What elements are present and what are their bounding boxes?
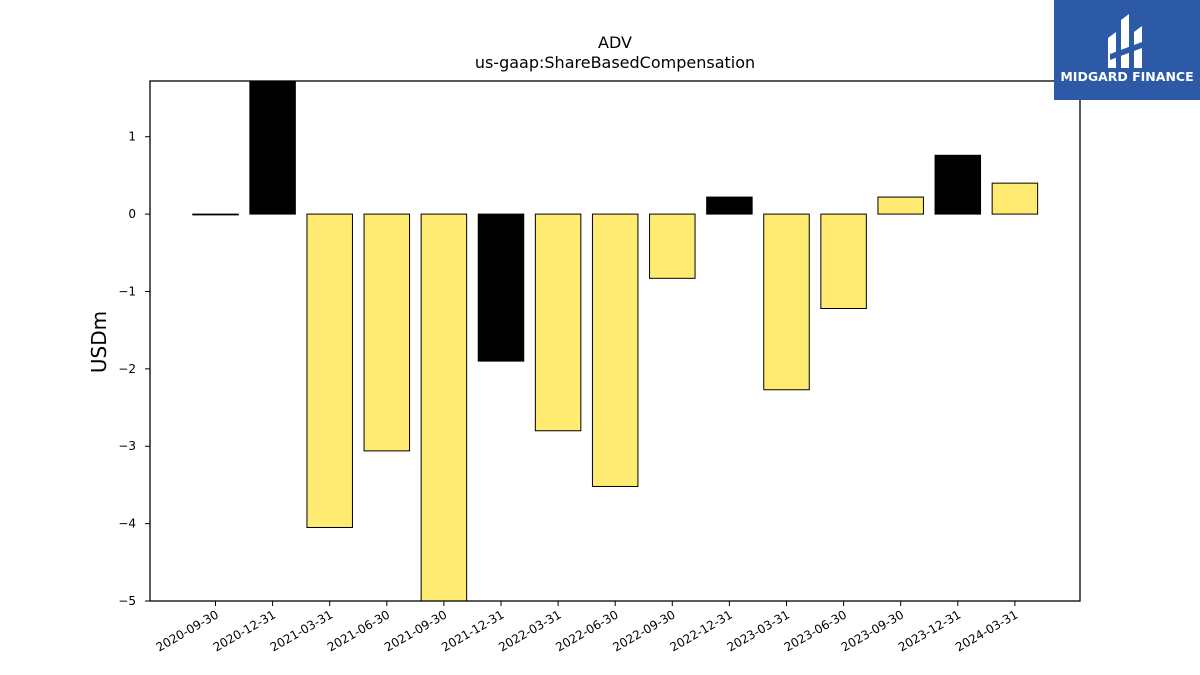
x-tick-label: 2021-09-30: [382, 607, 449, 654]
bar-2022-03-31: [534, 213, 582, 432]
chart-title: ADV: [598, 33, 632, 52]
bar-2021-12-31: [477, 213, 525, 362]
bar-2020-12-31: [249, 81, 296, 215]
x-tick-label: 2020-09-30: [154, 607, 221, 654]
x-tick-label: 2023-12-31: [896, 607, 963, 654]
x-tick-label: 2023-09-30: [839, 607, 906, 654]
x-axis: 2020-09-302020-12-312021-03-312021-06-30…: [154, 601, 1020, 654]
y-axis-label: USDm: [87, 311, 111, 373]
x-tick-label: 2022-12-31: [667, 607, 734, 654]
bar-2023-03-31: [763, 213, 810, 391]
x-tick-label: 2022-09-30: [610, 607, 677, 654]
y-tick-label: −5: [118, 594, 136, 608]
x-tick-label: 2021-06-30: [325, 607, 392, 654]
y-tick-label: 0: [128, 207, 136, 221]
bar-2023-12-31: [934, 154, 982, 215]
plot-frame: [149, 80, 1081, 602]
x-tick-label: 2023-03-31: [725, 607, 792, 654]
x-tick-label: 2024-03-31: [953, 607, 1020, 654]
bar-2021-03-31: [306, 213, 353, 528]
bars-group: [192, 81, 1039, 601]
x-tick-label: 2021-03-31: [268, 607, 335, 654]
y-tick-label: −2: [118, 362, 136, 376]
chart-subtitle: us-gaap:ShareBasedCompensation: [475, 53, 755, 72]
brand-name: MIDGARD FINANCE: [1060, 69, 1194, 84]
y-tick-label: −1: [118, 284, 136, 298]
y-tick-label: −3: [118, 439, 136, 453]
brand-logo: MIDGARD FINANCE: [1054, 0, 1200, 100]
x-tick-label: 2022-06-30: [553, 607, 620, 654]
y-tick-label: 1: [128, 130, 136, 144]
x-tick-label: 2021-12-31: [439, 607, 506, 654]
x-tick-label: 2020-12-31: [211, 607, 278, 654]
bar-2022-12-31: [706, 196, 753, 215]
x-tick-label: 2022-03-31: [496, 607, 563, 654]
bar-2024-03-31: [991, 182, 1039, 215]
brand-mark-icon: [1108, 14, 1142, 68]
bar-2023-06-30: [820, 213, 867, 310]
bar-2023-09-30: [877, 196, 924, 215]
bar-2021-06-30: [363, 213, 411, 452]
x-tick-label: 2023-06-30: [782, 607, 849, 654]
bar-2022-06-30: [591, 213, 639, 487]
bar-2022-09-30: [649, 213, 696, 279]
y-tick-label: −4: [118, 517, 136, 531]
bar-2020-09-30: [192, 213, 239, 216]
y-axis: 1 0 −1 −2 −3 −4 −5: [118, 130, 150, 608]
bar-2021-09-30: [420, 213, 468, 601]
